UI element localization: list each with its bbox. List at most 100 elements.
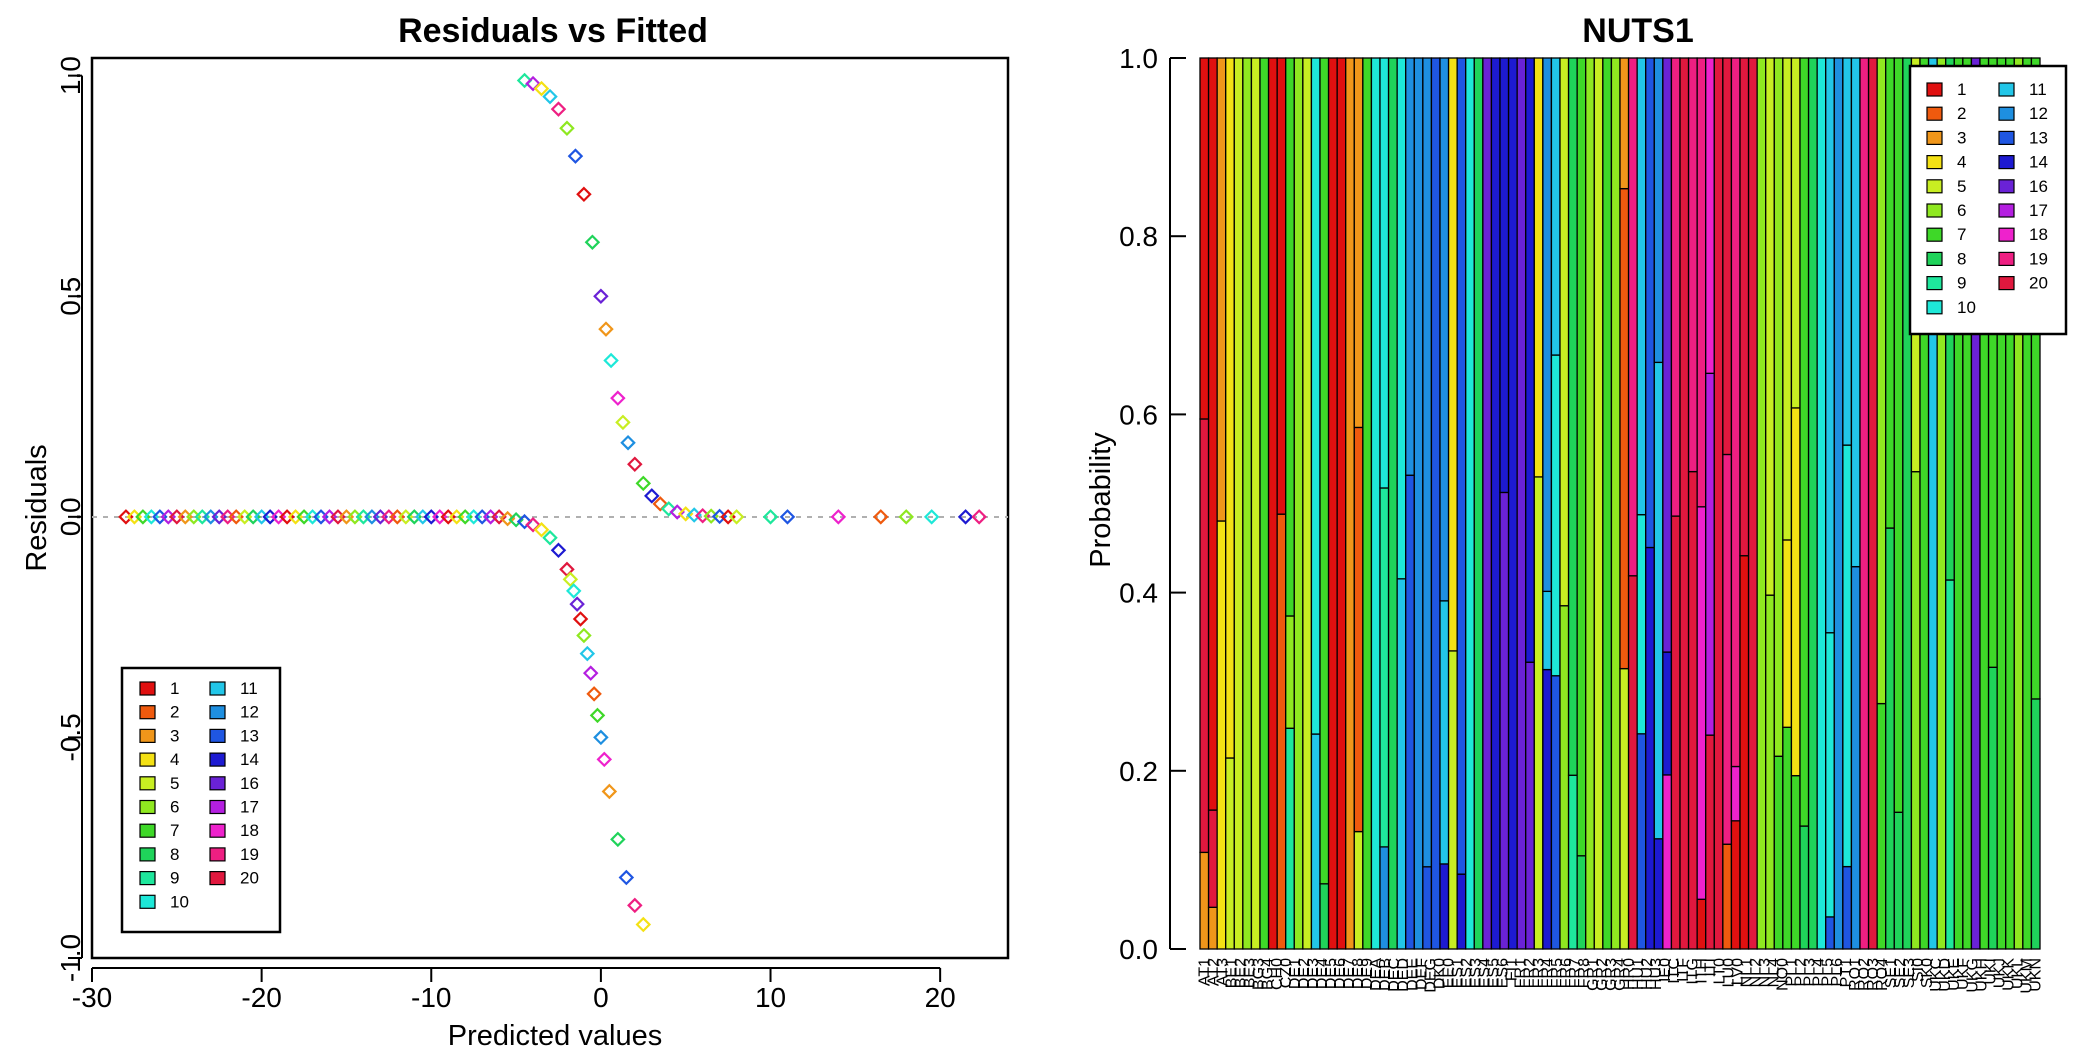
data-point — [593, 729, 609, 746]
bar-segment — [1285, 57, 1295, 617]
bar-segment — [1867, 57, 1878, 950]
bar-segment — [1550, 354, 1561, 677]
bar-x-tick-label: UKD — [1937, 958, 1954, 992]
legend-swatch — [1926, 106, 1943, 121]
legend-label: 9 — [170, 869, 179, 888]
bar-segment — [1439, 863, 1450, 950]
legend-swatch — [209, 870, 226, 886]
legend-swatch — [1998, 155, 2015, 170]
bar-x-tick-label: HR0 — [1621, 958, 1638, 990]
bar-segment — [1233, 57, 1244, 950]
bar-segment — [1773, 755, 1784, 950]
bar-segment — [1482, 57, 1493, 950]
bar-segment — [1353, 426, 1364, 833]
legend-label: 20 — [2029, 274, 2048, 293]
data-point — [652, 496, 669, 512]
bar-segment — [1790, 775, 1801, 950]
data-point — [873, 509, 889, 525]
bar-segment — [1756, 57, 1767, 950]
legend-swatch — [139, 681, 156, 696]
data-point — [618, 869, 635, 886]
x-tick-label: 20 — [925, 982, 956, 1013]
legend-swatch — [1926, 300, 1943, 315]
data-point — [550, 542, 567, 559]
legend-label: 17 — [240, 798, 259, 817]
bar-x-tick-label: RO2 — [1856, 958, 1873, 991]
bar-segment — [1730, 57, 1741, 768]
bar-x-tick-label: SK0 — [1919, 958, 1936, 988]
bar-segment — [1653, 57, 1664, 364]
bar-x-tick-label: NL1 — [1738, 958, 1755, 987]
data-point — [660, 501, 677, 517]
bar-segment — [1730, 765, 1741, 822]
data-point — [562, 571, 579, 588]
bar-segment — [1319, 57, 1330, 885]
legend-swatch — [1926, 203, 1943, 218]
legend-swatch — [1998, 227, 2015, 242]
bar-segment — [1439, 600, 1450, 865]
bar-x-tick-label: DE4 — [1314, 958, 1331, 989]
bar-x-tick-label: DEF — [1413, 958, 1430, 990]
bar-segment — [1310, 733, 1321, 950]
stacked-bars — [1199, 57, 2041, 950]
y-tick-label: 0.0 — [55, 497, 86, 536]
bar-x-tick-label: PL1 — [1784, 958, 1801, 987]
bar-segment — [1576, 855, 1587, 950]
bar-x-tick-label: GR2 — [1594, 958, 1611, 991]
bar-segment — [1447, 57, 1458, 652]
bar-segment — [1267, 57, 1278, 950]
legend-label: 7 — [1957, 225, 1966, 244]
bar-segment — [1816, 57, 1827, 950]
y-tick-label: 0.6 — [1119, 399, 1158, 430]
bar-segment — [1765, 57, 1775, 596]
legend-swatch — [209, 728, 226, 744]
bar-segment — [1285, 615, 1295, 729]
data-point — [579, 645, 596, 662]
bar-segment — [1405, 474, 1415, 950]
legend-label: 8 — [1957, 249, 1966, 268]
bar-segment — [1945, 579, 1955, 950]
bar-segment — [1722, 843, 1733, 950]
bar-x-tick-label: SE2 — [1892, 958, 1909, 988]
legend-swatch — [139, 894, 156, 909]
bar-segment — [1696, 57, 1707, 508]
bar-x-tick-label: FR2 — [1522, 958, 1539, 988]
bar-segment — [1585, 57, 1595, 950]
bar-segment — [1790, 57, 1801, 409]
legend-swatch — [139, 705, 156, 720]
scatter-points — [118, 72, 987, 933]
bar-segment — [1662, 651, 1673, 776]
bar-x-tick-label: UKJ — [1991, 958, 2008, 988]
bar-segment — [1370, 57, 1381, 950]
bar-segment — [1542, 57, 1553, 593]
legend-label: 14 — [2029, 153, 2048, 172]
bar-segment — [1705, 734, 1715, 950]
legend-label: 1 — [1957, 80, 1966, 99]
bar-x-tick-label: FR1 — [1513, 958, 1530, 988]
bar-segment — [1465, 57, 1475, 950]
data-point — [589, 707, 606, 724]
bar-segment — [1885, 527, 1895, 950]
bar-segment — [1439, 57, 1450, 602]
bar-segment — [1310, 57, 1321, 735]
bar-segment — [1559, 57, 1570, 607]
data-point — [627, 897, 643, 914]
legend-swatch — [1926, 227, 1943, 242]
residuals-plot: Residuals vs Fitted -30 -20 -10 0 10 20 -1.0-… — [21, 12, 1010, 1052]
bar-x-tick-label: DE5 — [1323, 958, 1340, 989]
bar-segment — [1525, 57, 1535, 663]
x-tick-label: 10 — [755, 982, 786, 1013]
legend-swatch — [209, 799, 226, 815]
bar-segment — [1499, 491, 1510, 950]
bar-x-tick-label: DEA — [1368, 958, 1385, 991]
bar-x-tick-label: PL5 — [1820, 958, 1837, 987]
bar-x-tick-label: UKN — [2027, 958, 2044, 992]
bar-segment — [1285, 727, 1295, 950]
data-point — [669, 504, 685, 520]
bar-x-tick-label: GR1 — [1585, 958, 1602, 991]
bar-segment — [1430, 57, 1441, 950]
bar-segment — [1825, 57, 1835, 634]
legend-label: 7 — [170, 821, 179, 840]
bar-segment — [1842, 865, 1853, 950]
data-point — [830, 509, 847, 525]
